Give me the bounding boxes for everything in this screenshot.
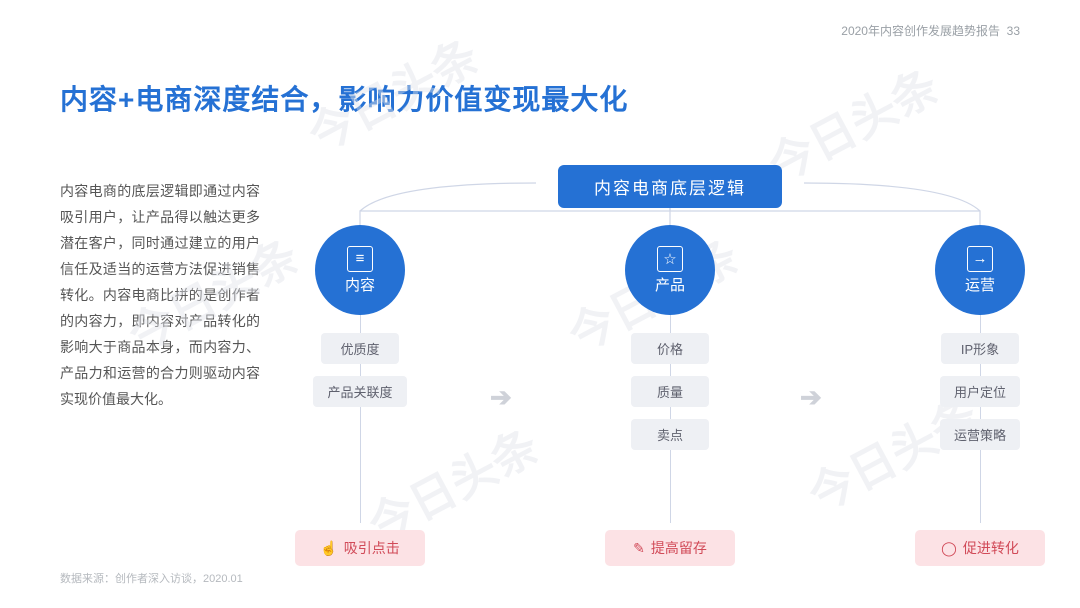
pillar-circle-content: ≡ 内容 [315, 225, 405, 315]
pillar-label: 产品 [655, 274, 685, 295]
flow-arrow: ➔ [800, 382, 822, 413]
chip-list: 优质度 产品关联度 [295, 333, 425, 407]
outcome-pill-attract: ☝ 吸引点击 [295, 530, 425, 566]
outcome-label: 提高留存 [651, 538, 707, 558]
edit-icon: ✎ [633, 540, 645, 557]
data-source-footer: 数据来源：创作者深入访谈，2020.01 [60, 570, 243, 586]
pillar-content: ≡ 内容 优质度 产品关联度 ☝ 吸引点击 [295, 225, 425, 407]
star-icon: ☆ [657, 246, 683, 272]
doc-icon: ≡ [347, 246, 373, 272]
pillar-operation: → 运营 IP形象 用户定位 运营策略 ◯ 促进转化 [915, 225, 1045, 450]
diagram-title-box: 内容电商底层逻辑 [558, 165, 782, 208]
chip: 用户定位 [940, 376, 1020, 407]
arrow-icon: → [967, 246, 993, 272]
pillar-circle-operation: → 运营 [935, 225, 1025, 315]
chip-list: 价格 质量 卖点 [605, 333, 735, 450]
pillar-circle-product: ☆ 产品 [625, 225, 715, 315]
outcome-label: 促进转化 [963, 538, 1019, 558]
body-paragraph: 内容电商的底层逻辑即通过内容吸引用户，让产品得以触达更多潜在客户，同时通过建立的… [60, 178, 260, 412]
chip: 优质度 [321, 333, 399, 364]
chip: 产品关联度 [313, 376, 406, 407]
chip: 卖点 [631, 419, 709, 450]
slide-title: 内容+电商深度结合，影响力价值变现最大化 [60, 78, 628, 118]
pointer-icon: ☝ [320, 540, 337, 557]
logic-diagram: 内容电商底层逻辑 ≡ 内容 优质度 产品关联度 ☝ 吸引点击 ☆ 产品 价格 质… [290, 155, 1050, 555]
outcome-pill-convert: ◯ 促进转化 [915, 530, 1045, 566]
pillar-product: ☆ 产品 价格 质量 卖点 ✎ 提高留存 [605, 225, 735, 450]
outcome-label: 吸引点击 [344, 538, 400, 558]
page-number: 33 [1007, 24, 1020, 38]
chip-list: IP形象 用户定位 运营策略 [915, 333, 1045, 450]
report-name: 2020年内容创作发展趋势报告 [841, 24, 1000, 38]
chip: 价格 [631, 333, 709, 364]
pillar-label: 内容 [345, 274, 375, 295]
chip: 运营策略 [940, 419, 1020, 450]
outcome-pill-retain: ✎ 提高留存 [605, 530, 735, 566]
pillar-label: 运营 [965, 274, 995, 295]
chip: IP形象 [941, 333, 1019, 364]
flow-arrow: ➔ [490, 382, 512, 413]
header-meta: 2020年内容创作发展趋势报告 33 [841, 22, 1020, 39]
refresh-icon: ◯ [941, 540, 957, 557]
chip: 质量 [631, 376, 709, 407]
